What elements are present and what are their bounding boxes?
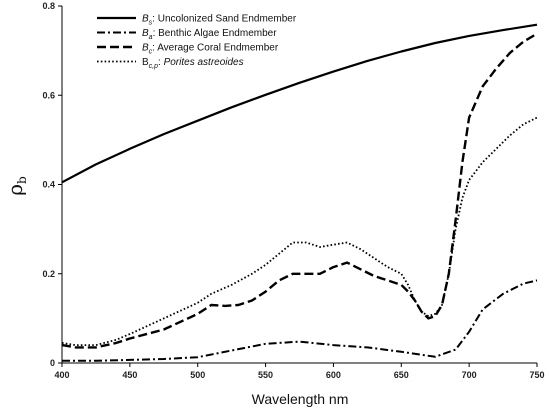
legend-series-name: Average Coral Endmember: [157, 43, 279, 54]
y-tick-label: 0.2: [42, 269, 55, 279]
legend-series-name: Uncolonized Sand Endmember: [158, 14, 297, 25]
legend-label: Bc: Average Coral Endmember: [142, 43, 279, 56]
legend-symbol: B: [142, 43, 149, 54]
legend-symbol-subscript: s: [149, 20, 153, 27]
legend-item: Bc,p: Porites astreoides: [97, 57, 244, 70]
legend-symbol-subscript: c,p: [149, 63, 158, 70]
legend-item: Bc: Average Coral Endmember: [97, 43, 279, 56]
legend-separator: :: [152, 43, 157, 54]
series-line-solid: [61, 23, 538, 184]
legend-symbol-subscript: a: [149, 34, 153, 41]
y-axis-title: ρb: [3, 176, 29, 196]
y-tick-label: 0.6: [42, 90, 55, 100]
x-tick-label: 650: [394, 370, 409, 380]
series-line-dashdot: [62, 279, 538, 362]
legend-separator: :: [153, 28, 159, 39]
legend-item: Bs: Uncolonized Sand Endmember: [97, 14, 297, 27]
x-ticks: 400 450 500 550 600 650 700 750: [54, 363, 545, 380]
y-tick-label: 0: [50, 358, 55, 368]
legend-label: Bs: Uncolonized Sand Endmember: [142, 14, 297, 27]
legend-item: Ba: Benthic Algae Endmember: [97, 28, 277, 41]
x-tick-label: 500: [190, 370, 205, 380]
x-tick-label: 750: [529, 370, 544, 380]
series-line-dotted: [61, 116, 538, 346]
legend-symbol: B: [142, 14, 149, 25]
plot-area: 400 450 500 550 600 650 700 750 0 0.2 0.4 0.6 0.8: [42, 1, 544, 380]
y-tick-label: 0.8: [42, 1, 55, 11]
x-axis-title: Wavelength nm: [252, 391, 349, 407]
x-tick-label: 450: [122, 370, 137, 380]
x-tick-label: 550: [258, 370, 273, 380]
legend-series-name: Benthic Algae Endmember: [158, 28, 277, 39]
x-tick-label: 400: [54, 370, 69, 380]
y-axis-title-subscript: b: [15, 176, 29, 184]
legend-symbol: B: [142, 57, 149, 68]
y-ticks: 0 0.2 0.4 0.6 0.8: [42, 1, 62, 368]
y-axis-title-text: ρb: [3, 176, 29, 196]
y-axis-title-symbol: ρ: [3, 184, 27, 196]
x-tick-label: 700: [462, 370, 477, 380]
legend-series-name: Porites astreoides: [164, 57, 244, 68]
legend-symbol-subscript: c: [149, 49, 153, 56]
x-tick-label: 600: [326, 370, 341, 380]
series-line-dashed: [61, 32, 538, 349]
legend-label: Ba: Benthic Algae Endmember: [142, 28, 277, 41]
legend-symbol: B: [142, 28, 149, 39]
legend-label: Bc,p: Porites astreoides: [142, 57, 244, 70]
series-lines: [61, 23, 538, 362]
legend-separator: :: [158, 57, 164, 68]
legend-separator: :: [152, 14, 158, 25]
y-tick-label: 0.4: [42, 180, 55, 190]
